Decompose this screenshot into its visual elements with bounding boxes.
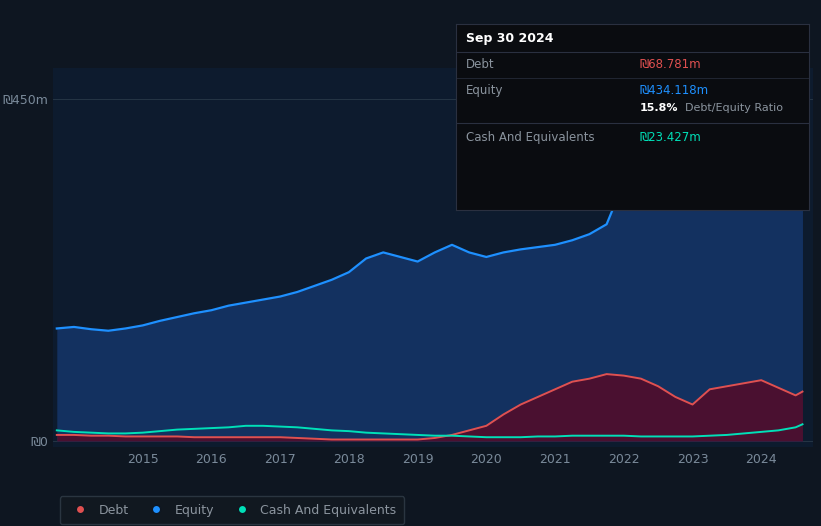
Text: ₪434.118m: ₪434.118m xyxy=(640,84,709,97)
Text: Sep 30 2024: Sep 30 2024 xyxy=(466,32,553,45)
Text: ₪68.781m: ₪68.781m xyxy=(640,58,701,71)
Legend: Debt, Equity, Cash And Equivalents: Debt, Equity, Cash And Equivalents xyxy=(60,496,404,524)
Text: Debt/Equity Ratio: Debt/Equity Ratio xyxy=(686,103,783,113)
Text: 15.8%: 15.8% xyxy=(640,103,677,113)
Text: ₪23.427m: ₪23.427m xyxy=(640,131,701,144)
Text: Equity: Equity xyxy=(466,84,504,97)
Text: Debt: Debt xyxy=(466,58,495,71)
Text: Cash And Equivalents: Cash And Equivalents xyxy=(466,131,595,144)
